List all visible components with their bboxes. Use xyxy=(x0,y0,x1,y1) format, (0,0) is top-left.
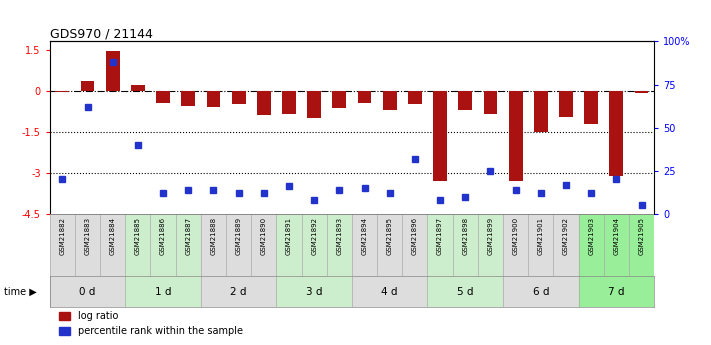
Bar xyxy=(201,214,226,276)
Bar xyxy=(503,276,579,307)
Bar xyxy=(609,91,624,176)
Text: 0 d: 0 d xyxy=(80,287,96,296)
Bar xyxy=(459,91,472,110)
Text: GSM21883: GSM21883 xyxy=(85,217,90,255)
Bar xyxy=(377,214,402,276)
Text: 6 d: 6 d xyxy=(533,287,549,296)
Bar xyxy=(553,214,579,276)
Bar xyxy=(579,276,654,307)
Text: GSM21892: GSM21892 xyxy=(311,217,317,255)
Text: GSM21895: GSM21895 xyxy=(387,217,392,255)
Bar xyxy=(75,214,100,276)
Bar xyxy=(559,91,573,117)
Text: GSM21899: GSM21899 xyxy=(488,217,493,255)
Text: GSM21894: GSM21894 xyxy=(361,217,368,255)
Bar xyxy=(55,91,69,92)
Text: GSM21903: GSM21903 xyxy=(588,217,594,255)
Bar xyxy=(50,276,125,307)
Bar xyxy=(106,51,119,91)
Bar xyxy=(352,214,377,276)
Bar xyxy=(80,81,95,91)
Bar xyxy=(528,214,553,276)
Bar xyxy=(301,214,327,276)
Text: GSM21888: GSM21888 xyxy=(210,217,216,255)
Bar xyxy=(427,214,453,276)
Bar xyxy=(534,91,547,132)
Bar xyxy=(226,214,251,276)
Text: GSM21886: GSM21886 xyxy=(160,217,166,255)
Bar xyxy=(402,214,427,276)
Bar xyxy=(584,91,598,124)
Bar xyxy=(408,91,422,105)
Text: GSM21902: GSM21902 xyxy=(563,217,569,255)
Text: GSM21898: GSM21898 xyxy=(462,217,469,255)
Bar xyxy=(257,91,271,115)
Bar xyxy=(579,214,604,276)
Text: GSM21891: GSM21891 xyxy=(286,217,292,255)
Text: GSM21887: GSM21887 xyxy=(186,217,191,255)
Bar xyxy=(635,91,648,92)
Bar xyxy=(333,91,346,108)
Bar xyxy=(629,214,654,276)
Text: 1 d: 1 d xyxy=(155,287,171,296)
Text: GSM21889: GSM21889 xyxy=(235,217,242,255)
Bar xyxy=(206,91,220,107)
Bar xyxy=(327,214,352,276)
Bar xyxy=(131,85,145,91)
Bar xyxy=(50,214,75,276)
Bar xyxy=(156,91,170,103)
Bar xyxy=(201,276,277,307)
Text: 5 d: 5 d xyxy=(457,287,474,296)
Bar xyxy=(100,214,125,276)
Text: GSM21884: GSM21884 xyxy=(109,217,116,255)
Bar xyxy=(358,91,371,103)
Text: GSM21896: GSM21896 xyxy=(412,217,418,255)
Bar xyxy=(453,214,478,276)
Text: GSM21904: GSM21904 xyxy=(614,217,619,255)
Bar xyxy=(307,91,321,118)
Bar xyxy=(478,214,503,276)
Text: 3 d: 3 d xyxy=(306,287,322,296)
Bar xyxy=(503,214,528,276)
Bar xyxy=(277,276,352,307)
Bar xyxy=(125,276,201,307)
Text: 7 d: 7 d xyxy=(608,287,624,296)
Bar xyxy=(383,91,397,110)
Text: GDS970 / 21144: GDS970 / 21144 xyxy=(50,27,153,40)
Bar xyxy=(508,91,523,181)
Bar xyxy=(433,91,447,181)
Text: GSM21893: GSM21893 xyxy=(336,217,343,255)
Bar xyxy=(352,276,427,307)
Bar xyxy=(151,214,176,276)
Text: 4 d: 4 d xyxy=(382,287,398,296)
Text: GSM21900: GSM21900 xyxy=(513,217,518,255)
Bar xyxy=(282,91,296,114)
Bar xyxy=(277,214,301,276)
Bar xyxy=(251,214,277,276)
Bar xyxy=(232,91,245,105)
Text: GSM21901: GSM21901 xyxy=(538,217,544,255)
Text: GSM21890: GSM21890 xyxy=(261,217,267,255)
Legend: log ratio, percentile rank within the sample: log ratio, percentile rank within the sa… xyxy=(55,307,247,340)
Text: GSM21885: GSM21885 xyxy=(135,217,141,255)
Bar xyxy=(181,91,196,106)
Bar xyxy=(483,91,498,114)
Bar xyxy=(427,276,503,307)
Text: GSM21882: GSM21882 xyxy=(59,217,65,255)
Bar xyxy=(176,214,201,276)
Text: 2 d: 2 d xyxy=(230,287,247,296)
Text: GSM21897: GSM21897 xyxy=(437,217,443,255)
Bar xyxy=(604,214,629,276)
Bar xyxy=(125,214,151,276)
Text: time ▶: time ▶ xyxy=(4,287,36,296)
Text: GSM21905: GSM21905 xyxy=(638,217,645,255)
